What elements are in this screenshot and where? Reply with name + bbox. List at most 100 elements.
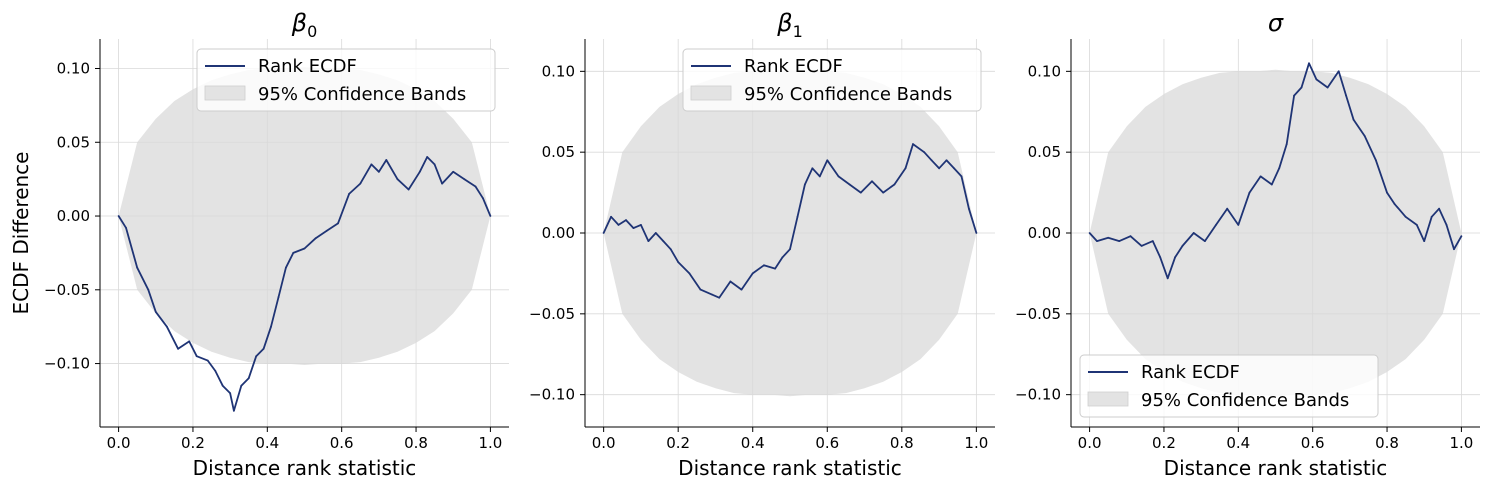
- rank-ecdf-point: [953, 167, 955, 170]
- y-tick-label: 0.00: [1028, 224, 1061, 242]
- chart-panel-0: 0.0 0.2 0.4 0.6 0.8 1.0 −0.10 −0.05 0.00 0.05 0.10…: [44, 9, 509, 480]
- x-tick-label: 0.0: [107, 434, 131, 452]
- x-tick-label: 0.8: [404, 434, 428, 452]
- legend-band-swatch: [690, 85, 732, 101]
- rank-ecdf-point: [912, 143, 914, 146]
- legend-label-confidence-bands: 95% Confidence Bands: [1141, 390, 1349, 411]
- rank-ecdf-point: [359, 182, 362, 185]
- y-tick-label: −0.10: [1015, 386, 1061, 404]
- rank-ecdf-point: [1430, 215, 1433, 218]
- rank-ecdf-point: [154, 311, 157, 313]
- chart-title: β1: [776, 9, 803, 41]
- rank-ecdf-point: [938, 167, 940, 170]
- rank-ecdf-point: [452, 170, 455, 173]
- rank-ecdf-point: [1140, 245, 1143, 247]
- rank-ecdf-point: [277, 296, 280, 299]
- rank-ecdf-point: [348, 193, 350, 195]
- rank-ecdf-point: [117, 215, 120, 217]
- rank-ecdf-point: [1438, 207, 1440, 210]
- chart-title-subscript: 1: [793, 22, 803, 41]
- x-tick-label: 0.4: [741, 434, 765, 452]
- rank-ecdf-point: [729, 280, 732, 283]
- rank-ecdf-point: [710, 293, 713, 296]
- rank-ecdf-point: [699, 288, 702, 291]
- y-tick-label: −0.05: [44, 281, 90, 299]
- rank-ecdf-point: [610, 215, 612, 218]
- rank-ecdf-point: [1278, 167, 1281, 170]
- x-tick-label: 0.4: [1226, 434, 1250, 452]
- rank-ecdf-point: [262, 347, 265, 350]
- rank-ecdf-point: [945, 159, 948, 162]
- rank-ecdf-point: [647, 240, 650, 243]
- x-tick-label: 0.2: [666, 434, 690, 452]
- y-tick-label: 0.00: [57, 207, 90, 225]
- y-tick-label: −0.05: [529, 305, 575, 323]
- rank-ecdf-point: [325, 229, 328, 232]
- rank-ecdf-point: [859, 191, 862, 194]
- rank-ecdf-point: [781, 256, 784, 259]
- x-tick-label: 0.8: [890, 434, 914, 452]
- rank-ecdf-point: [602, 232, 605, 234]
- legend: Rank ECDF 95% Confidence Bands: [682, 48, 982, 112]
- x-tick-label: 1.0: [964, 434, 988, 452]
- rank-ecdf-point: [688, 272, 691, 275]
- chart-panel-1: 0.0 0.2 0.4 0.6 0.8 1.0 −0.10 −0.05 0.00 0.05 0.10…: [529, 9, 995, 480]
- legend: Rank ECDF 95% Confidence Bands: [1079, 354, 1379, 418]
- x-tick-label: 1.0: [1449, 434, 1473, 452]
- legend-frame: [196, 48, 496, 112]
- rank-ecdf-point: [1375, 159, 1377, 162]
- rank-ecdf-point: [904, 167, 907, 170]
- rank-ecdf-point: [1204, 240, 1206, 243]
- y-tick-label: 0.05: [1028, 143, 1061, 161]
- rank-ecdf-point: [1215, 224, 1217, 226]
- x-tick-label: 0.6: [330, 434, 354, 452]
- rank-ecdf-point: [1270, 183, 1273, 186]
- rank-ecdf-point: [314, 237, 317, 240]
- rank-ecdf-point: [177, 347, 180, 350]
- rank-ecdf-point: [463, 178, 466, 181]
- rank-ecdf-point: [407, 188, 410, 191]
- y-tick-label: 0.05: [57, 133, 90, 151]
- rank-ecdf-point: [489, 215, 492, 217]
- rank-ecdf-point: [662, 240, 665, 243]
- rank-ecdf-point: [893, 183, 896, 186]
- rank-ecdf-point: [385, 159, 388, 161]
- rank-ecdf-point: [632, 227, 635, 230]
- x-axis-label: Distance rank statistic: [678, 456, 902, 480]
- rank-ecdf-point: [247, 377, 250, 380]
- rank-ecdf-point: [396, 178, 399, 181]
- rank-ecdf-point: [1159, 256, 1162, 259]
- rank-ecdf-point: [882, 191, 885, 194]
- rank-ecdf-point: [1192, 232, 1195, 234]
- rank-ecdf-point: [441, 182, 443, 185]
- rank-ecdf-point: [804, 183, 806, 186]
- legend-band-swatch: [1087, 391, 1129, 407]
- y-tick-label: −0.10: [529, 386, 575, 404]
- y-tick-label: 0.10: [57, 60, 90, 78]
- y-tick-label: 0.00: [542, 224, 575, 242]
- rank-ecdf-point: [482, 197, 484, 200]
- rank-ecdf-point: [1293, 94, 1295, 97]
- y-tick-label: 0.05: [542, 143, 575, 161]
- rank-ecdf-point: [188, 340, 191, 343]
- x-tick-label: 0.6: [815, 434, 839, 452]
- rank-ecdf-point: [125, 226, 127, 229]
- rank-ecdf-point: [1404, 215, 1407, 218]
- legend-frame: [1079, 354, 1379, 418]
- legend-band-swatch: [204, 85, 246, 101]
- rank-ecdf-point: [418, 170, 421, 173]
- rank-ecdf-point: [292, 252, 295, 254]
- rank-ecdf-point: [1248, 191, 1251, 194]
- chart-title: σ: [1268, 9, 1284, 37]
- rank-ecdf-point: [303, 247, 306, 250]
- rank-ecdf-point: [1129, 235, 1132, 238]
- legend-label-rank-ecdf: Rank ECDF: [1141, 362, 1240, 383]
- rank-ecdf-point: [871, 180, 873, 183]
- legend: Rank ECDF 95% Confidence Bands: [196, 48, 496, 112]
- rank-ecdf-point: [617, 224, 620, 226]
- x-tick-label: 0.2: [181, 434, 205, 452]
- y-axis-label: ECDF Difference: [9, 152, 33, 315]
- rank-ecdf-point: [751, 272, 754, 275]
- rank-ecdf-point: [240, 384, 243, 387]
- y-tick-label: 0.10: [1028, 62, 1061, 80]
